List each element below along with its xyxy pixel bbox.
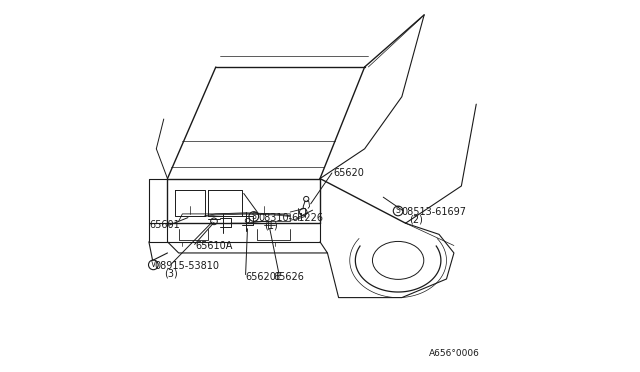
Text: 65626: 65626 (273, 272, 305, 282)
Text: 65620: 65620 (333, 168, 364, 178)
Text: 08513-61697: 08513-61697 (402, 207, 467, 217)
Text: (1): (1) (264, 220, 278, 230)
Text: 65610A: 65610A (195, 241, 233, 250)
Text: 65620E: 65620E (246, 272, 283, 282)
Text: 08310-61226: 08310-61226 (259, 213, 324, 222)
Text: 65601: 65601 (149, 220, 180, 230)
Text: 08915-53810: 08915-53810 (154, 261, 220, 271)
Text: (3): (3) (164, 269, 177, 278)
Text: A656°0006: A656°0006 (429, 349, 480, 358)
Text: V: V (150, 260, 156, 269)
Text: S: S (252, 212, 256, 221)
Text: (2): (2) (410, 215, 423, 224)
Text: S: S (396, 206, 401, 215)
